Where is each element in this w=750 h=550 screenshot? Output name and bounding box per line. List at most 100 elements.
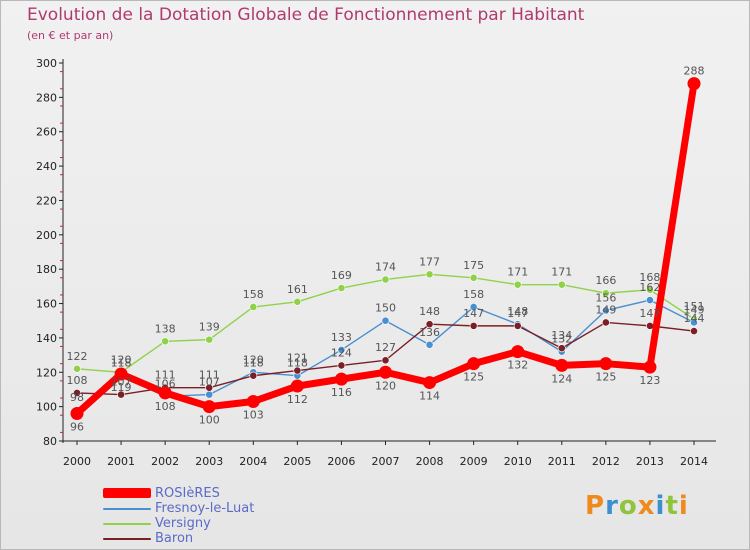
data-label: 106 xyxy=(155,377,176,390)
data-point xyxy=(334,372,348,386)
data-label: 161 xyxy=(287,283,308,296)
y-tick-label: 200 xyxy=(36,229,57,242)
x-tick-label: 2013 xyxy=(636,455,664,468)
data-point xyxy=(381,316,390,325)
y-tick-label: 300 xyxy=(36,57,57,70)
data-label: 124 xyxy=(331,346,352,359)
legend-swatch-baron xyxy=(103,538,151,540)
data-label: 125 xyxy=(595,371,616,384)
logo-letter: P xyxy=(585,491,606,521)
data-point xyxy=(513,280,522,289)
data-point xyxy=(555,358,569,372)
logo-letter: i xyxy=(655,491,666,521)
data-label: 162 xyxy=(639,281,660,294)
data-label: 132 xyxy=(551,333,572,346)
data-label: 144 xyxy=(684,312,705,325)
data-label: 111 xyxy=(199,369,220,382)
x-tick-label: 2007 xyxy=(372,455,400,468)
data-point xyxy=(469,321,478,330)
x-tick-label: 2002 xyxy=(151,455,179,468)
data-label: 158 xyxy=(243,288,264,301)
x-tick-label: 2008 xyxy=(416,455,444,468)
y-tick-label: 280 xyxy=(36,91,57,104)
proxiti-logo: Proxiti xyxy=(585,491,689,521)
data-label: 171 xyxy=(551,266,572,279)
data-label: 138 xyxy=(155,322,176,335)
data-point xyxy=(114,367,128,381)
data-label: 151 xyxy=(684,300,705,313)
data-point xyxy=(337,284,346,292)
data-label: 111 xyxy=(155,369,176,382)
data-label: 100 xyxy=(199,414,220,427)
data-point xyxy=(646,296,654,305)
data-label: 139 xyxy=(199,321,220,334)
data-label: 112 xyxy=(287,393,308,406)
x-tick-label: 2003 xyxy=(195,455,223,468)
data-label: 107 xyxy=(199,376,220,389)
data-point xyxy=(469,273,478,282)
data-point xyxy=(513,321,522,330)
data-label: 147 xyxy=(639,307,660,320)
data-label: 127 xyxy=(375,341,396,354)
chart-subtitle: (en € et par an) xyxy=(27,29,114,42)
data-point xyxy=(205,335,214,344)
x-tick-label: 2004 xyxy=(239,455,267,468)
data-point xyxy=(425,270,434,279)
data-label: 120 xyxy=(111,353,132,366)
data-label: 118 xyxy=(243,357,264,370)
data-label: 118 xyxy=(287,357,308,370)
logo-letter: r xyxy=(605,491,619,521)
x-tick-label: 2005 xyxy=(283,455,311,468)
legend-label-fresnoy: Fresnoy-le-Luat xyxy=(155,501,255,516)
data-label: 175 xyxy=(463,259,484,272)
data-point xyxy=(158,386,172,400)
data-point xyxy=(70,407,84,421)
x-tick-label: 2006 xyxy=(327,455,355,468)
x-tick-label: 2000 xyxy=(63,455,91,468)
y-tick-label: 80 xyxy=(43,435,57,448)
data-label: 171 xyxy=(507,266,528,279)
x-tick-label: 2010 xyxy=(504,455,532,468)
data-label: 156 xyxy=(595,291,616,304)
data-label: 125 xyxy=(463,371,484,384)
data-label: 116 xyxy=(331,386,352,399)
legend-swatch-rosieres xyxy=(103,488,151,498)
data-point xyxy=(687,77,701,91)
data-point xyxy=(601,289,610,298)
data-label: 119 xyxy=(111,381,132,394)
data-point xyxy=(161,337,170,346)
data-label: 147 xyxy=(463,307,484,320)
x-tick-label: 2009 xyxy=(460,455,488,468)
data-label: 118 xyxy=(111,357,132,370)
data-label: 168 xyxy=(639,271,660,284)
logo-letter: x xyxy=(637,491,656,521)
legend-swatch-versigny xyxy=(103,523,151,525)
data-point xyxy=(290,379,304,393)
y-tick-label: 100 xyxy=(36,401,57,414)
data-point xyxy=(379,365,392,379)
data-label: 121 xyxy=(287,352,308,365)
x-tick-label: 2011 xyxy=(548,455,576,468)
data-label: 96 xyxy=(70,421,84,434)
data-point xyxy=(205,383,214,392)
data-point xyxy=(381,356,390,365)
chart-title: Evolution de la Dotation Globale de Fonc… xyxy=(27,5,585,25)
data-point xyxy=(423,376,437,390)
data-label: 98 xyxy=(70,391,84,404)
data-point xyxy=(511,345,525,359)
logo-letter: i xyxy=(678,491,689,521)
data-label: 120 xyxy=(375,379,396,392)
data-point xyxy=(73,388,81,397)
data-label: 149 xyxy=(684,303,705,316)
data-label: 177 xyxy=(419,255,440,268)
data-label: 133 xyxy=(331,331,352,344)
data-point xyxy=(599,357,613,371)
data-label: 122 xyxy=(67,350,88,363)
data-point xyxy=(425,320,434,329)
data-point xyxy=(425,340,434,349)
data-label: 108 xyxy=(67,374,88,387)
data-point xyxy=(293,366,302,375)
data-point xyxy=(117,390,125,399)
